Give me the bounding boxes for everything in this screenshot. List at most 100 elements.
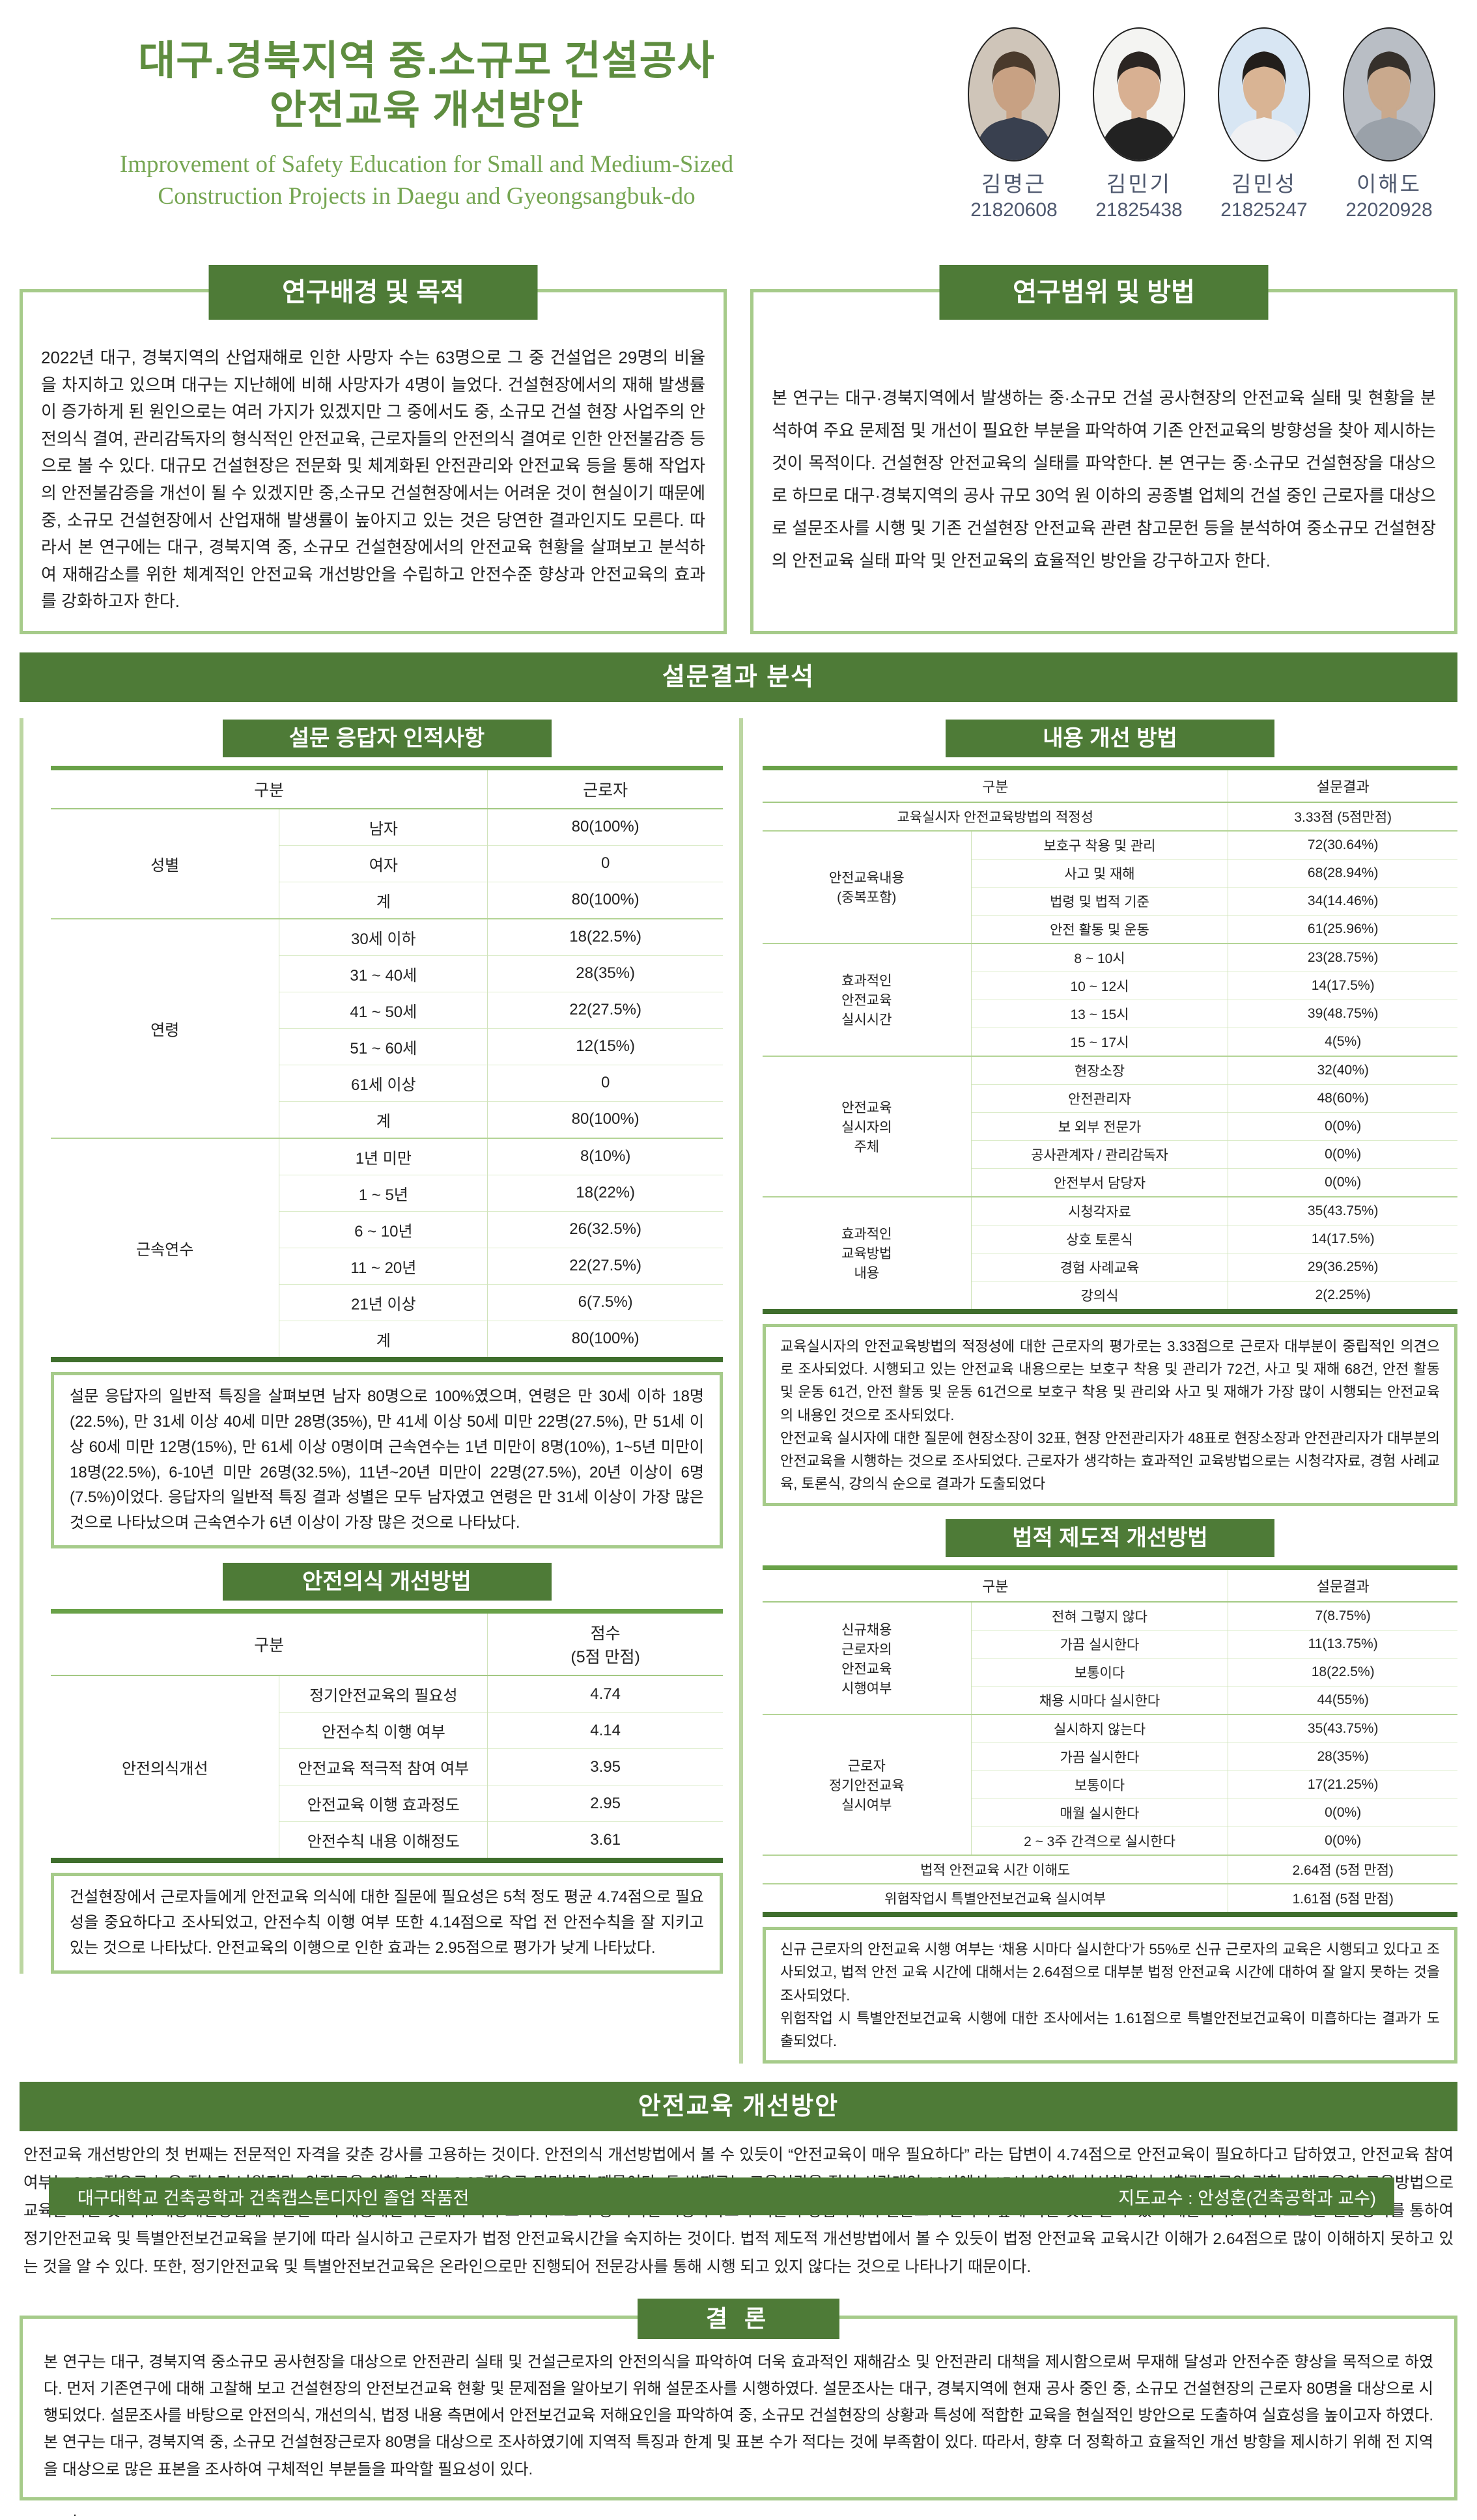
person-silhouette-icon <box>1098 51 1180 160</box>
table-row: 법령 및 법적 기준 34(14.46%) <box>763 886 1457 916</box>
table-item-cell: 1년 미만 <box>279 1137 488 1175</box>
table-row: 계 80(100%) <box>51 1320 723 1360</box>
table-row: 근로자 정기안전교육 실시여부 실시하지 않는다 35(43.75%) <box>763 1714 1457 1856</box>
content-method-title-banner: 내용 개선 방법 <box>946 719 1274 757</box>
table-row: 보 외부 전문가 0(0%) <box>763 1112 1457 1141</box>
table-row: 10 ~ 12시 14(17.5%) <box>763 971 1457 1000</box>
table-row: 51 ~ 60세 12(15%) <box>51 1028 723 1065</box>
table-header-cell: 구분 <box>51 1611 488 1677</box>
table-row: 가끔 실시한다 28(35%) <box>763 1743 1457 1771</box>
table-header-row: 구분 근로자 <box>51 768 723 809</box>
table-item-cell: 공사관계자 / 관리감독자 <box>971 1140 1229 1169</box>
table-row: 보통이다 18(22.5%) <box>763 1658 1457 1687</box>
table-row: 31 ~ 40세 28(35%) <box>51 955 723 992</box>
table-value-cell: 28(35%) <box>1228 1743 1457 1771</box>
awareness-caption: 건설현장에서 근로자들에게 안전교육 의식에 대한 질문에 필요성은 5척 정도… <box>51 1873 723 1974</box>
section-conclusion: 결 론 본 연구는 대구, 경북지역 중소규모 공사현장을 대상으로 안전관리 … <box>20 2298 1457 2500</box>
section-background: 연구배경 및 목적 2022년 대구, 경북지역의 산업재해로 인한 사망자 수… <box>20 265 727 634</box>
table-value-cell: 14(17.5%) <box>1228 971 1457 1000</box>
table-row: 가끔 실시한다 11(13.75%) <box>763 1630 1457 1659</box>
content-method-table: 구분 설문결과 교육실시자 안전교육방법의 적정성 3.33점 (5점만점) 안전교육내… <box>763 765 1457 1314</box>
table-group-cell: 성별 <box>51 807 280 919</box>
table-item-cell: 6 ~ 10년 <box>279 1211 488 1248</box>
section-scope: 연구범위 및 방법 본 연구는 대구·경북지역에서 발생하는 중·소규모 건설 … <box>750 265 1457 634</box>
table-row: 15 ~ 17시 4(5%) <box>763 1027 1457 1056</box>
table-value-cell: 61(25.96%) <box>1228 914 1457 944</box>
table-item-cell: 전혀 그렇지 않다 <box>971 1601 1229 1631</box>
table-item-cell: 안전교육 이행 효과정도 <box>279 1785 488 1822</box>
poster-subtitle-line1: Improvement of Safety Education for Smal… <box>119 151 734 178</box>
legal-title-banner: 법적 제도적 개선방법 <box>946 1519 1274 1558</box>
table-value-cell: 8(10%) <box>487 1137 723 1175</box>
table-value-cell: 39(48.75%) <box>1228 999 1457 1028</box>
column-left: 설문 응답자 인적사항 구분 근로자 성별 남자 80(100%) 여자 0 계 80(100%… <box>20 718 723 1974</box>
table-span-cell: 교육실시자 안전교육방법의 적정성 <box>763 801 1229 831</box>
author: 이해도 22020928 <box>1335 27 1443 221</box>
table-value-cell: 1.61점 (5점 만점) <box>1228 1883 1457 1915</box>
table-value-cell: 80(100%) <box>487 1320 723 1360</box>
table-value-cell: 17(21.25%) <box>1228 1771 1457 1799</box>
table-item-cell: 경험 사례교육 <box>971 1252 1229 1281</box>
table-row: 안전교육 실시자의 주체 현장소장 32(40%) <box>763 1055 1457 1197</box>
table-row: 안전관리자 48(60%) <box>763 1084 1457 1113</box>
author-photo <box>968 27 1060 161</box>
awareness-title-banner: 안전의식 개선방법 <box>222 1563 552 1601</box>
content-method-caption: 교육실시자의 안전교육방법의 적정성에 대한 근로자의 평가로는 3.33점으로… <box>763 1323 1457 1507</box>
table-value-cell: 34(14.46%) <box>1228 886 1457 916</box>
table-value-cell: 0(0%) <box>1228 1168 1457 1197</box>
poster-title-english: Improvement of Safety Education for Smal… <box>39 149 814 213</box>
table-value-cell: 26(32.5%) <box>487 1211 723 1248</box>
table-value-cell: 18(22.5%) <box>1228 1658 1457 1687</box>
table-header-row: 구분 설문결과 <box>763 1567 1457 1603</box>
author-student-id: 22020928 <box>1345 199 1433 221</box>
table-item-cell: 여자 <box>279 845 488 882</box>
table-row: 보통이다 17(21.25%) <box>763 1771 1457 1799</box>
table-value-cell: 2.64점 (5점 만점) <box>1228 1855 1457 1884</box>
table-row: 상호 토론식 14(17.5%) <box>763 1224 1457 1253</box>
demographics-caption: 설문 응답자의 일반적 특징을 살펴보면 남자 80명으로 100%였으며, 연… <box>51 1371 723 1549</box>
footer-bar: 대구대학교 건축공학과 건축캡스톤디자인 졸업 작품전 지도교수 : 안성훈(건… <box>49 2177 1394 2215</box>
table-value-cell: 23(28.75%) <box>1228 942 1457 972</box>
table-value-cell: 18(22%) <box>487 1174 723 1212</box>
table-item-cell: 시청각자료 <box>971 1196 1229 1225</box>
conclusion-banner: 결 론 <box>638 2298 839 2339</box>
table-item-cell: 1 ~ 5년 <box>279 1174 488 1212</box>
poster-title-line2: 안전교육 개선방안 <box>269 87 584 133</box>
survey-columns: 설문 응답자 인적사항 구분 근로자 성별 남자 80(100%) 여자 0 계 80(100%… <box>20 718 1457 2064</box>
table-value-cell: 0 <box>487 1064 723 1102</box>
table-value-cell: 0(0%) <box>1228 1827 1457 1856</box>
table-item-cell: 13 ~ 15시 <box>971 999 1229 1028</box>
table-value-cell: 35(43.75%) <box>1228 1714 1457 1743</box>
table-item-cell: 15 ~ 17시 <box>971 1027 1229 1056</box>
authors-row: 김명근 21820608 김민기 21825438 김민성 21825247 <box>814 27 1457 221</box>
table-item-cell: 11 ~ 20년 <box>279 1247 488 1285</box>
table-group-cell: 안전의식개선 <box>51 1675 280 1861</box>
poster-title-korean: 대구.경북지역 중.소규모 건설공사 안전교육 개선방안 <box>39 36 814 135</box>
author-name: 김민성 <box>1231 172 1297 196</box>
background-body: 2022년 대구, 경북지역의 산업재해로 인한 사망자 수는 63명으로 그 … <box>41 348 705 611</box>
table-item-cell: 41 ~ 50세 <box>279 991 488 1029</box>
table-value-cell: 48(60%) <box>1228 1084 1457 1113</box>
table-row: 채용 시마다 실시한다 44(55%) <box>763 1686 1457 1715</box>
table-row: 안전 활동 및 운동 61(25.96%) <box>763 914 1457 944</box>
table-row: 계 80(100%) <box>51 881 723 919</box>
table-header-cell: 점수 (5점 만점) <box>487 1611 723 1677</box>
table-item-cell: 계 <box>279 881 488 919</box>
table-span-cell: 법적 안전교육 시간 이해도 <box>763 1855 1229 1884</box>
table-value-cell: 3.33점 (5점만점) <box>1228 801 1457 831</box>
table-item-cell: 안전수칙 이행 여부 <box>279 1712 488 1749</box>
table-group-cell: 안전교육 실시자의 주체 <box>763 1055 972 1197</box>
scope-title-banner: 연구범위 및 방법 <box>939 265 1269 320</box>
table-item-cell: 8 ~ 10시 <box>971 942 1229 972</box>
table-value-cell: 80(100%) <box>487 807 723 846</box>
author-student-id: 21820608 <box>970 199 1058 221</box>
table-row: 안전부서 담당자 0(0%) <box>763 1168 1457 1197</box>
table-header-cell: 구분 <box>763 768 1229 803</box>
table-row: 안전교육내용 (중복포함) 보호구 착용 및 관리 72(30.64%) <box>763 830 1457 944</box>
table-item-cell: 안전관리자 <box>971 1084 1229 1113</box>
awareness-table: 구분 점수 (5점 만점) 안전의식개선 정기안전교육의 필요성 4.74 안전수칙 이행… <box>51 1609 723 1864</box>
author: 김민성 21825247 <box>1210 27 1318 221</box>
table-value-cell: 2(2.25%) <box>1228 1280 1457 1311</box>
table-row: 위험작업시 특별안전보건교육 실시여부 1.61점 (5점 만점) <box>763 1883 1457 1915</box>
table-value-cell: 0 <box>487 845 723 882</box>
